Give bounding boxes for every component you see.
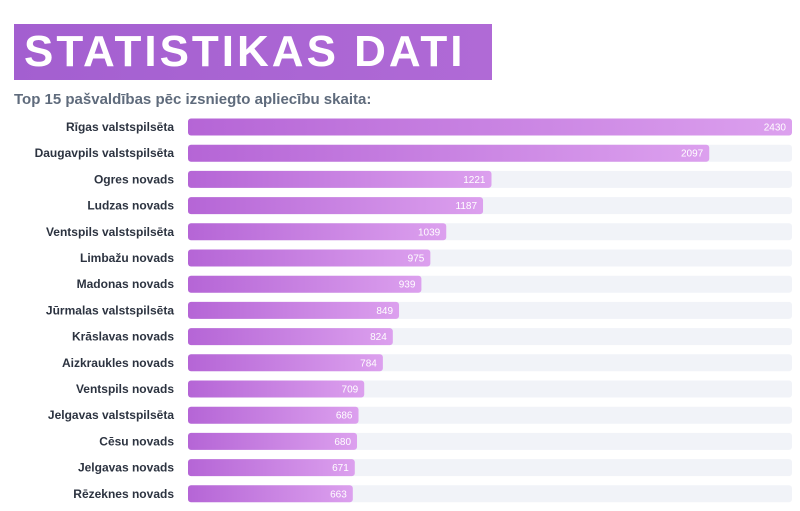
category-label: Rīgas valstspilsēta bbox=[66, 120, 174, 134]
value-label: 784 bbox=[360, 358, 377, 369]
bar bbox=[188, 485, 353, 503]
category-label: Cēsu novads bbox=[99, 434, 174, 448]
title-banner: STATISTIKAS DATI bbox=[14, 24, 492, 80]
value-label: 2430 bbox=[764, 123, 787, 134]
bar bbox=[188, 118, 792, 136]
category-label: Krāslavas novads bbox=[72, 330, 174, 344]
bar bbox=[188, 301, 400, 319]
category-label: Jelgavas valstspilsēta bbox=[48, 408, 174, 422]
category-label: Ogres novads bbox=[94, 172, 174, 186]
value-label: 1039 bbox=[418, 227, 441, 238]
value-label: 1187 bbox=[456, 201, 478, 212]
value-label: 1221 bbox=[463, 175, 486, 186]
value-label: 975 bbox=[408, 254, 425, 265]
bar bbox=[188, 406, 359, 424]
category-label: Jūrmalas valstspilsēta bbox=[46, 303, 174, 317]
bar bbox=[188, 144, 710, 162]
category-label: Rēzeknes novads bbox=[73, 487, 174, 501]
category-label: Ludzas novads bbox=[87, 199, 174, 213]
bar bbox=[188, 275, 422, 293]
category-label: Limbažu novads bbox=[80, 251, 174, 265]
category-label: Ventspils valstspilsēta bbox=[46, 225, 174, 239]
category-label: Daugavpils valstspilsēta bbox=[35, 146, 175, 160]
bar bbox=[188, 380, 365, 398]
value-label: 2097 bbox=[681, 149, 704, 160]
bar bbox=[188, 432, 358, 450]
value-label: 680 bbox=[334, 437, 351, 448]
value-label: 939 bbox=[399, 280, 416, 291]
category-label: Aizkraukles novads bbox=[62, 356, 174, 370]
category-label: Madonas novads bbox=[77, 277, 175, 291]
bar bbox=[188, 459, 355, 477]
bar bbox=[188, 170, 492, 188]
value-label: 849 bbox=[376, 306, 393, 317]
chart-subtitle: Top 15 pašvaldības pēc izsniegto apliecī… bbox=[14, 91, 372, 108]
value-label: 686 bbox=[336, 411, 353, 422]
page-title: STATISTIKAS DATI bbox=[24, 27, 466, 76]
category-label: Jelgavas novads bbox=[78, 461, 174, 475]
bar bbox=[188, 249, 431, 267]
category-label: Ventspils novads bbox=[76, 382, 174, 396]
bar bbox=[188, 197, 484, 215]
value-label: 663 bbox=[330, 489, 347, 500]
bar bbox=[188, 328, 393, 346]
value-label: 824 bbox=[370, 332, 387, 343]
value-label: 709 bbox=[342, 385, 359, 396]
bar bbox=[188, 223, 447, 241]
bar bbox=[188, 354, 383, 372]
value-label: 671 bbox=[332, 463, 349, 474]
